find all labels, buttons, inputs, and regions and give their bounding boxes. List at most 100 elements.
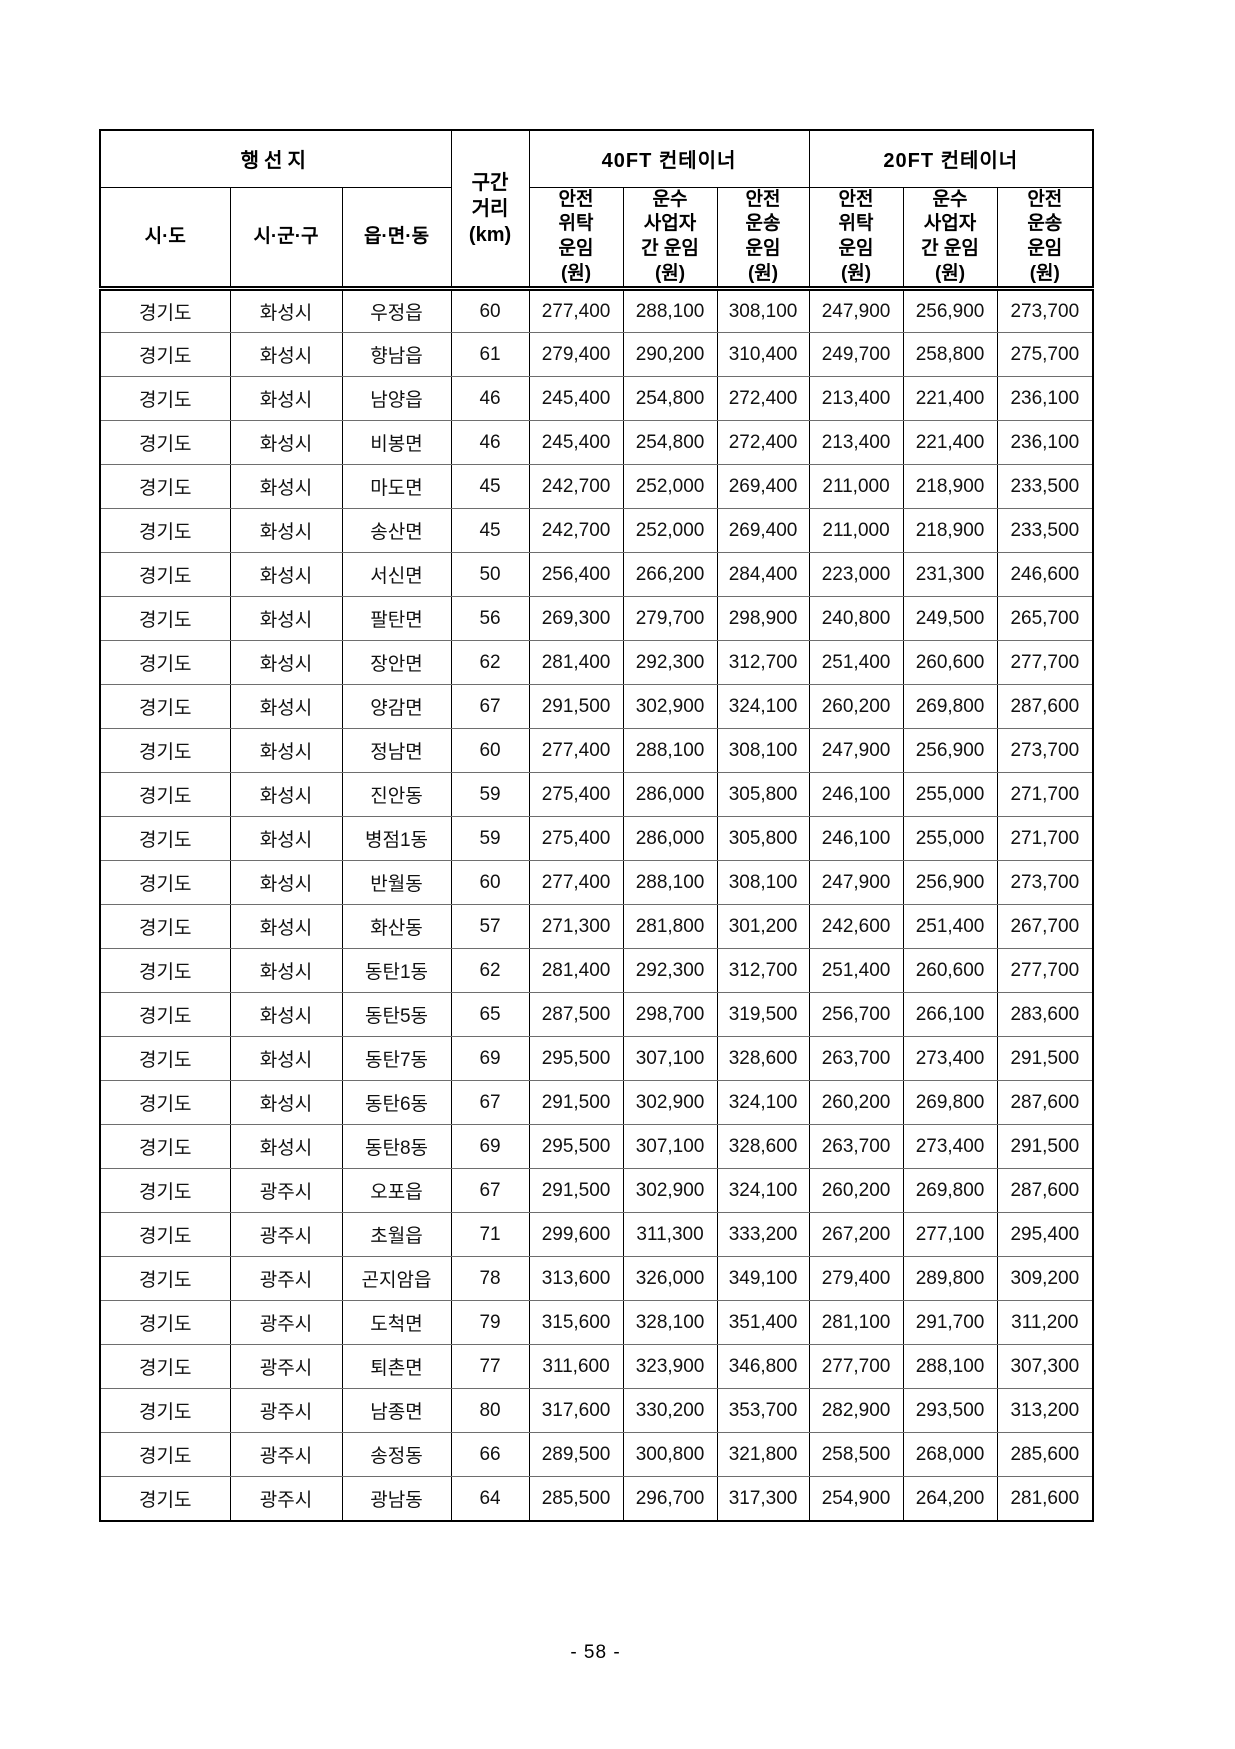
table-cell: 291,500 bbox=[996, 1124, 1094, 1170]
table-cell: 317,300 bbox=[716, 1476, 810, 1522]
table-cell: 291,700 bbox=[902, 1300, 998, 1346]
table-cell: 화성시 bbox=[229, 464, 343, 510]
table-cell: 광주시 bbox=[229, 1168, 343, 1214]
table-cell: 295,400 bbox=[996, 1212, 1094, 1258]
table-cell: 275,700 bbox=[996, 332, 1094, 378]
table-cell: 321,800 bbox=[716, 1432, 810, 1478]
table-row: 경기도 화성시 동탄8동 69 295,500 307,100 328,600 263,700… bbox=[99, 1124, 1094, 1170]
table-cell: 266,100 bbox=[902, 992, 998, 1038]
table-cell: 293,500 bbox=[902, 1388, 998, 1434]
table-cell: 231,300 bbox=[902, 552, 998, 598]
table-cell: 60 bbox=[450, 728, 530, 774]
table-cell: 290,200 bbox=[622, 332, 718, 378]
table-cell: 남양읍 bbox=[341, 376, 452, 422]
table-cell: 경기도 bbox=[99, 288, 231, 334]
table-cell: 324,100 bbox=[716, 1080, 810, 1126]
table-cell: 273,700 bbox=[996, 860, 1094, 906]
table-cell: 79 bbox=[450, 1300, 530, 1346]
table-cell: 353,700 bbox=[716, 1388, 810, 1434]
table-cell: 218,900 bbox=[902, 464, 998, 510]
header-20ft-safe-transport-fare: 안전 운송 운임 (원) bbox=[996, 186, 1094, 292]
table-cell: 화성시 bbox=[229, 684, 343, 730]
table-cell: 269,800 bbox=[902, 684, 998, 730]
table-cell: 324,100 bbox=[716, 1168, 810, 1214]
table-cell: 287,600 bbox=[996, 1080, 1094, 1126]
table-cell: 마도면 bbox=[341, 464, 452, 510]
table-cell: 화성시 bbox=[229, 596, 343, 642]
table-cell: 퇴촌면 bbox=[341, 1344, 452, 1390]
table-cell: 경기도 bbox=[99, 728, 231, 774]
table-cell: 45 bbox=[450, 464, 530, 510]
table-cell: 69 bbox=[450, 1036, 530, 1082]
table-cell: 화성시 bbox=[229, 1124, 343, 1170]
table-cell: 59 bbox=[450, 772, 530, 818]
table-cell: 273,700 bbox=[996, 288, 1094, 334]
table-cell: 77 bbox=[450, 1344, 530, 1390]
table-cell: 광주시 bbox=[229, 1388, 343, 1434]
table-row: 경기도 화성시 서신면 50 256,400 266,200 284,400 223,000 2… bbox=[99, 552, 1094, 598]
table-row: 경기도 화성시 병점1동 59 275,400 286,000 305,800 246,100… bbox=[99, 816, 1094, 862]
table-cell: 246,600 bbox=[996, 552, 1094, 598]
table-cell: 광주시 bbox=[229, 1432, 343, 1478]
header-40ft-safe-consign-fare: 안전 위탁 운임 (원) bbox=[528, 186, 624, 292]
table-row: 경기도 화성시 남양읍 46 245,400 254,800 272,400 213,400 2… bbox=[99, 376, 1094, 422]
table-cell: 56 bbox=[450, 596, 530, 642]
header-destination-group: 행선지 bbox=[99, 129, 452, 188]
table-cell: 251,400 bbox=[808, 640, 904, 686]
table-row: 경기도 광주시 퇴촌면 77 311,600 323,900 346,800 277,700 2… bbox=[99, 1344, 1094, 1390]
table-cell: 62 bbox=[450, 640, 530, 686]
table-row: 경기도 화성시 동탄7동 69 295,500 307,100 328,600 263,700… bbox=[99, 1036, 1094, 1082]
table-row: 경기도 화성시 반월동 60 277,400 288,100 308,100 247,900 2… bbox=[99, 860, 1094, 906]
table-cell: 경기도 bbox=[99, 1432, 231, 1478]
table-cell: 우정읍 bbox=[341, 288, 452, 334]
table-cell: 277,700 bbox=[996, 948, 1094, 994]
table-cell: 288,100 bbox=[622, 860, 718, 906]
table-cell: 화성시 bbox=[229, 640, 343, 686]
table-cell: 308,100 bbox=[716, 860, 810, 906]
table-cell: 경기도 bbox=[99, 772, 231, 818]
table-cell: 291,500 bbox=[528, 1080, 624, 1126]
table-cell: 경기도 bbox=[99, 1476, 231, 1522]
table-cell: 311,300 bbox=[622, 1212, 718, 1258]
table-cell: 211,000 bbox=[808, 508, 904, 554]
table-cell: 305,800 bbox=[716, 772, 810, 818]
table-cell: 240,800 bbox=[808, 596, 904, 642]
table-cell: 218,900 bbox=[902, 508, 998, 554]
table-cell: 287,500 bbox=[528, 992, 624, 1038]
table-cell: 324,100 bbox=[716, 684, 810, 730]
table-cell: 263,700 bbox=[808, 1124, 904, 1170]
table-cell: 311,200 bbox=[996, 1300, 1094, 1346]
table-cell: 211,000 bbox=[808, 464, 904, 510]
table-cell: 경기도 bbox=[99, 376, 231, 422]
table-cell: 351,400 bbox=[716, 1300, 810, 1346]
table-cell: 화성시 bbox=[229, 376, 343, 422]
table-cell: 281,400 bbox=[528, 948, 624, 994]
table-cell: 258,800 bbox=[902, 332, 998, 378]
table-cell: 화성시 bbox=[229, 288, 343, 334]
table-cell: 256,700 bbox=[808, 992, 904, 1038]
table-cell: 213,400 bbox=[808, 376, 904, 422]
table-cell: 281,100 bbox=[808, 1300, 904, 1346]
table-cell: 305,800 bbox=[716, 816, 810, 862]
table-cell: 302,900 bbox=[622, 1168, 718, 1214]
table-cell: 화성시 bbox=[229, 1036, 343, 1082]
table-cell: 272,400 bbox=[716, 420, 810, 466]
table-cell: 260,200 bbox=[808, 684, 904, 730]
table-cell: 301,200 bbox=[716, 904, 810, 950]
table-cell: 277,400 bbox=[528, 288, 624, 334]
table-cell: 213,400 bbox=[808, 420, 904, 466]
table-cell: 경기도 bbox=[99, 1212, 231, 1258]
table-row: 경기도 화성시 동탄6동 67 291,500 302,900 324,100 260,200… bbox=[99, 1080, 1094, 1126]
table-cell: 50 bbox=[450, 552, 530, 598]
table-cell: 경기도 bbox=[99, 1300, 231, 1346]
table-row: 경기도 화성시 화산동 57 271,300 281,800 301,200 242,600 2… bbox=[99, 904, 1094, 950]
table-row: 경기도 광주시 곤지암읍 78 313,600 326,000 349,100 279,400… bbox=[99, 1256, 1094, 1302]
table-cell: 258,500 bbox=[808, 1432, 904, 1478]
table-cell: 광남동 bbox=[341, 1476, 452, 1522]
table-cell: 61 bbox=[450, 332, 530, 378]
table-cell: 병점1동 bbox=[341, 816, 452, 862]
table-cell: 292,300 bbox=[622, 640, 718, 686]
header-eupmyeondong: 읍·면·동 bbox=[341, 186, 452, 292]
table-cell: 69 bbox=[450, 1124, 530, 1170]
